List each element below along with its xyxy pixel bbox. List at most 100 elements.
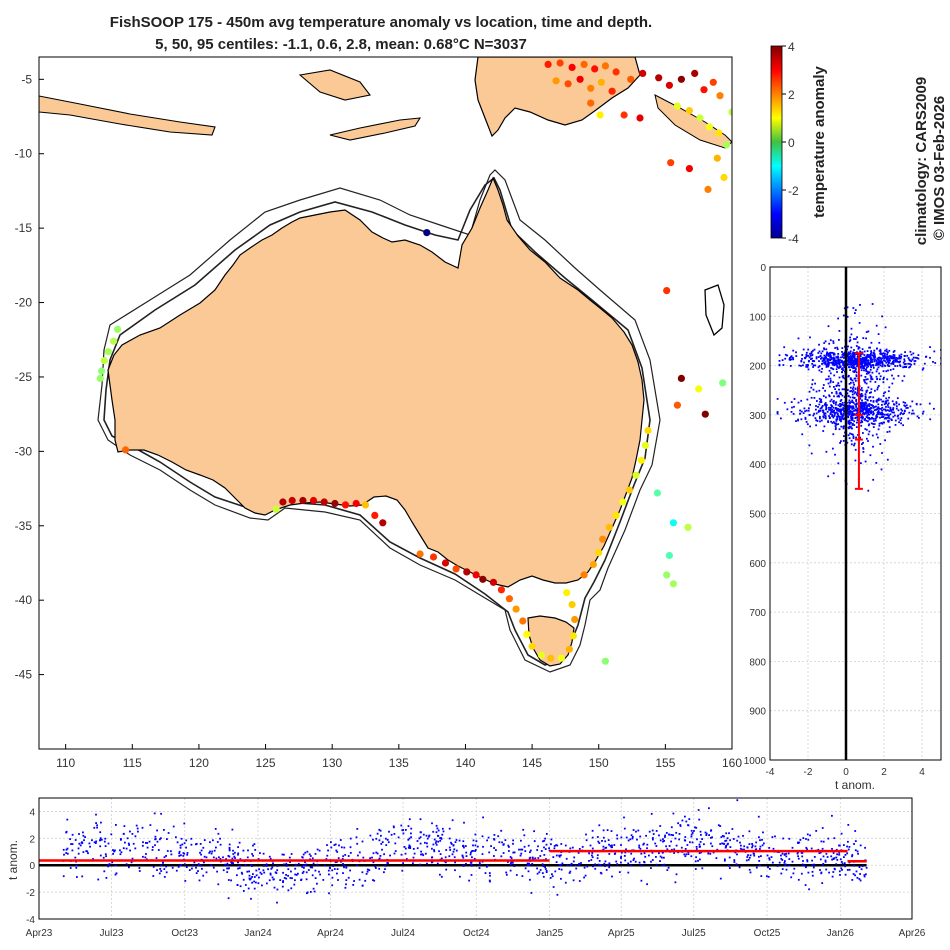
depth-point-1254 — [833, 395, 835, 398]
time-point-728 — [832, 852, 835, 854]
time-point-320 — [802, 860, 804, 862]
depth-point-159 — [786, 354, 789, 357]
depth-point-1500 — [860, 369, 863, 372]
time-point-1099 — [544, 866, 546, 869]
time-point-300 — [724, 846, 727, 849]
depth-point-1684 — [856, 419, 859, 421]
depth-point-218 — [923, 362, 926, 365]
depth-point-85 — [895, 357, 897, 359]
depth-point-1690 — [822, 384, 825, 386]
time-point-1360 — [448, 827, 451, 830]
depth-point-601 — [908, 363, 911, 365]
depth-y-tick-3: 300 — [749, 411, 766, 422]
depth-point-643 — [872, 356, 875, 358]
time-point-907 — [99, 854, 102, 857]
time-point-1371 — [625, 848, 627, 851]
time-point-573 — [178, 852, 181, 855]
time-point-782 — [154, 838, 156, 841]
depth-point-1419 — [801, 433, 804, 436]
time-point-50 — [485, 865, 488, 868]
map-point-9 — [288, 496, 296, 505]
land-sulawesi — [298, 69, 371, 101]
depth-point-1627 — [840, 440, 842, 443]
time-point-37 — [293, 883, 296, 886]
depth-point-1406 — [829, 381, 832, 384]
depth-point-1433 — [849, 402, 851, 405]
time-point-709 — [436, 862, 439, 865]
depth-point-922 — [902, 424, 904, 427]
depth-point-1483 — [855, 426, 858, 428]
time-point-634 — [578, 880, 581, 882]
time-point-376 — [529, 851, 531, 854]
time-point-562 — [608, 853, 611, 855]
time-point-51 — [311, 857, 314, 860]
depth-point-1142 — [862, 416, 864, 419]
depth-point-553 — [852, 367, 854, 370]
depth-point-1558 — [848, 374, 850, 377]
depth-point-644 — [834, 360, 837, 363]
time-point-1214 — [330, 841, 332, 843]
time-point-930 — [426, 862, 428, 865]
depth-point-1009 — [864, 401, 867, 404]
time-point-1156 — [342, 872, 344, 874]
time-point-605 — [203, 855, 206, 858]
time-point-111 — [199, 851, 201, 854]
time-point-127 — [726, 837, 729, 840]
time-point-590 — [342, 855, 345, 858]
time-point-614 — [419, 836, 422, 839]
time-point-780 — [555, 854, 558, 857]
time-point-1206 — [661, 856, 663, 859]
depth-point-402 — [879, 364, 882, 367]
time-point-6 — [646, 847, 648, 850]
depth-point-38 — [817, 366, 820, 369]
time-point-1163 — [474, 850, 476, 852]
time-point-464 — [93, 826, 96, 829]
time-point-379 — [211, 850, 214, 853]
time-point-925 — [227, 864, 229, 867]
time-point-1274 — [690, 855, 693, 858]
time-point-650 — [510, 862, 512, 865]
time-point-1390 — [708, 807, 710, 810]
time-point-340 — [841, 869, 843, 871]
depth-point-412 — [831, 361, 833, 364]
map-point-50 — [637, 456, 646, 464]
depth-point-792 — [831, 413, 834, 416]
depth-point-1574 — [808, 444, 811, 447]
depth-point-1271 — [862, 432, 864, 434]
depth-point-1112 — [828, 408, 830, 411]
depth-point-719 — [854, 417, 857, 419]
depth-point-1481 — [865, 372, 868, 375]
time-point-385 — [105, 877, 108, 879]
depth-point-1503 — [901, 379, 904, 382]
depth-point-1660 — [847, 389, 849, 391]
time-point-498 — [736, 799, 739, 802]
depth-point-1016 — [903, 412, 905, 415]
depth-point-244 — [778, 360, 781, 362]
depth-point-872 — [795, 420, 797, 422]
time-point-405 — [273, 878, 275, 881]
time-point-448 — [784, 863, 787, 866]
depth-point-970 — [915, 402, 918, 405]
time-point-162 — [228, 849, 231, 852]
time-point-736 — [217, 832, 220, 835]
depth-point-1260 — [832, 472, 835, 475]
map-x-axis: 110 115 120 125 130 135 140 145 150 155 160 — [56, 744, 742, 770]
time-point-1365 — [199, 864, 202, 867]
depth-point-1487 — [854, 387, 857, 390]
depth-point-124 — [892, 361, 895, 364]
depth-point-1177 — [855, 400, 857, 402]
depth-point-243 — [836, 348, 839, 351]
depth-point-1437 — [884, 326, 887, 329]
depth-point-1565 — [821, 405, 824, 407]
time-point-509 — [216, 841, 219, 843]
map-point-8 — [279, 498, 287, 506]
depth-point-1655 — [827, 375, 830, 378]
depth-point-333 — [891, 357, 893, 360]
time-point-1196 — [283, 853, 285, 856]
time-point-746 — [528, 862, 530, 865]
depth-point-577 — [824, 363, 827, 366]
time-point-1290 — [437, 835, 440, 837]
time-point-671 — [630, 852, 633, 855]
depth-point-452 — [824, 357, 826, 360]
depth-point-1227 — [852, 307, 855, 309]
